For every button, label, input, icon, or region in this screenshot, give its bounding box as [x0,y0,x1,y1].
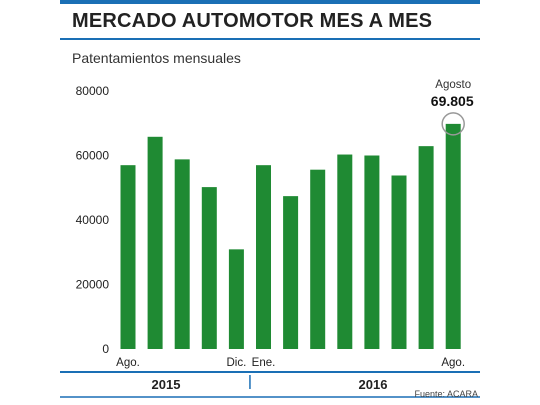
x-tick-label: Ago. [441,357,465,369]
bar [120,165,136,349]
chart-subtitle: Patentamientos mensuales [72,50,241,66]
bar [174,159,190,349]
bar [228,249,244,349]
y-tick-label: 40000 [76,213,110,227]
bar [337,154,353,349]
year-label: 2015 [152,377,181,392]
y-tick-label: 20000 [76,278,110,292]
year-label: 2016 [359,377,388,392]
bar [391,175,407,349]
y-tick-label: 80000 [76,84,110,98]
source-note: Fuente: ACARA [414,389,478,399]
x-tick-label: Ene. [252,357,276,369]
bar [445,123,461,349]
bar [147,136,163,349]
y-axis: 80000 60000 40000 20000 0 [76,84,110,356]
title-divider [60,38,480,40]
bar [364,155,380,349]
chart-title: MERCADO AUTOMOTOR MES A MES [72,10,433,32]
x-axis: Ago. Dic. Ene. Ago. [116,357,465,369]
bar [310,169,326,349]
top-accent-bar [60,0,480,4]
bars [120,123,461,349]
highlight-ring [441,112,465,136]
highlight-annotation: Agosto 69.805 [431,79,474,136]
y-tick-label: 0 [102,342,109,356]
year-band: 2015 2016 [60,371,480,398]
bar [201,187,217,349]
bar [418,146,434,349]
annotation-month: Agosto [435,79,471,91]
y-tick-label: 60000 [76,149,110,163]
bar [283,196,299,349]
annotation-value: 69.805 [431,93,474,109]
x-tick-label: Ago. [116,357,140,369]
bar [256,165,271,349]
x-tick-label: Dic. [226,357,246,369]
